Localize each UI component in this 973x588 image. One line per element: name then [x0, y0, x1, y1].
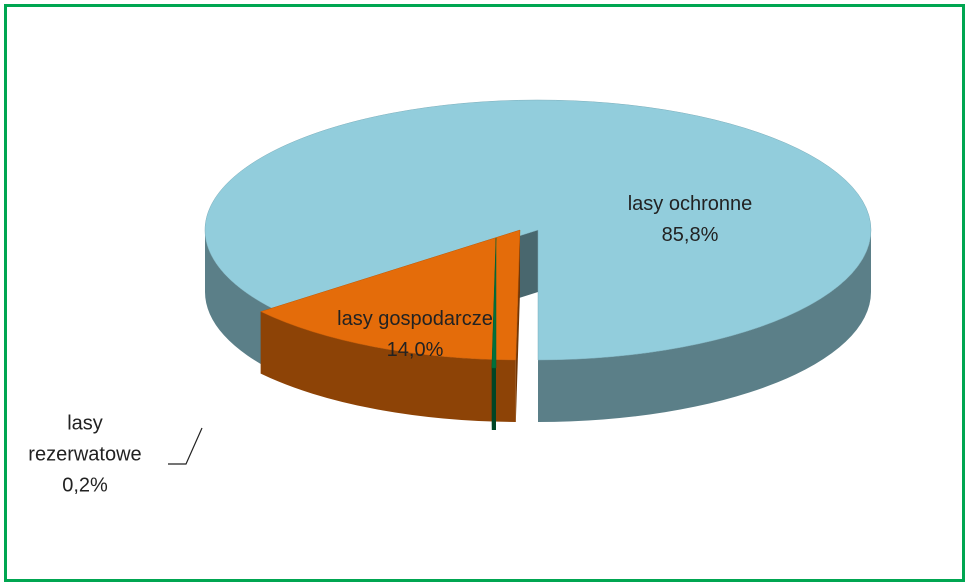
- slice-top: [204, 99, 872, 361]
- value-label: 14,0%: [386, 339, 444, 361]
- slice-side: [260, 311, 516, 422]
- category-name: lasy gospodarcze: [337, 308, 493, 330]
- slice-label: lasy rezerwatowe 0,2%: [10, 409, 160, 502]
- value-label: 85,8%: [661, 224, 719, 246]
- category-name: lasy ochronne: [627, 193, 753, 215]
- value-label: 0,2%: [62, 474, 108, 497]
- category-name: lasy rezerwatowe: [28, 412, 142, 466]
- slice-side: [205, 230, 279, 374]
- slice-label: lasy ochronne 85,8%: [590, 189, 790, 251]
- slice-top: [260, 229, 521, 361]
- chart-frame: [4, 4, 965, 582]
- slice-side: [538, 230, 871, 422]
- slice-top: [491, 237, 497, 369]
- leader-line: [168, 427, 203, 465]
- slice-side: [491, 367, 496, 430]
- slice-label: lasy gospodarcze 14,0%: [335, 304, 495, 366]
